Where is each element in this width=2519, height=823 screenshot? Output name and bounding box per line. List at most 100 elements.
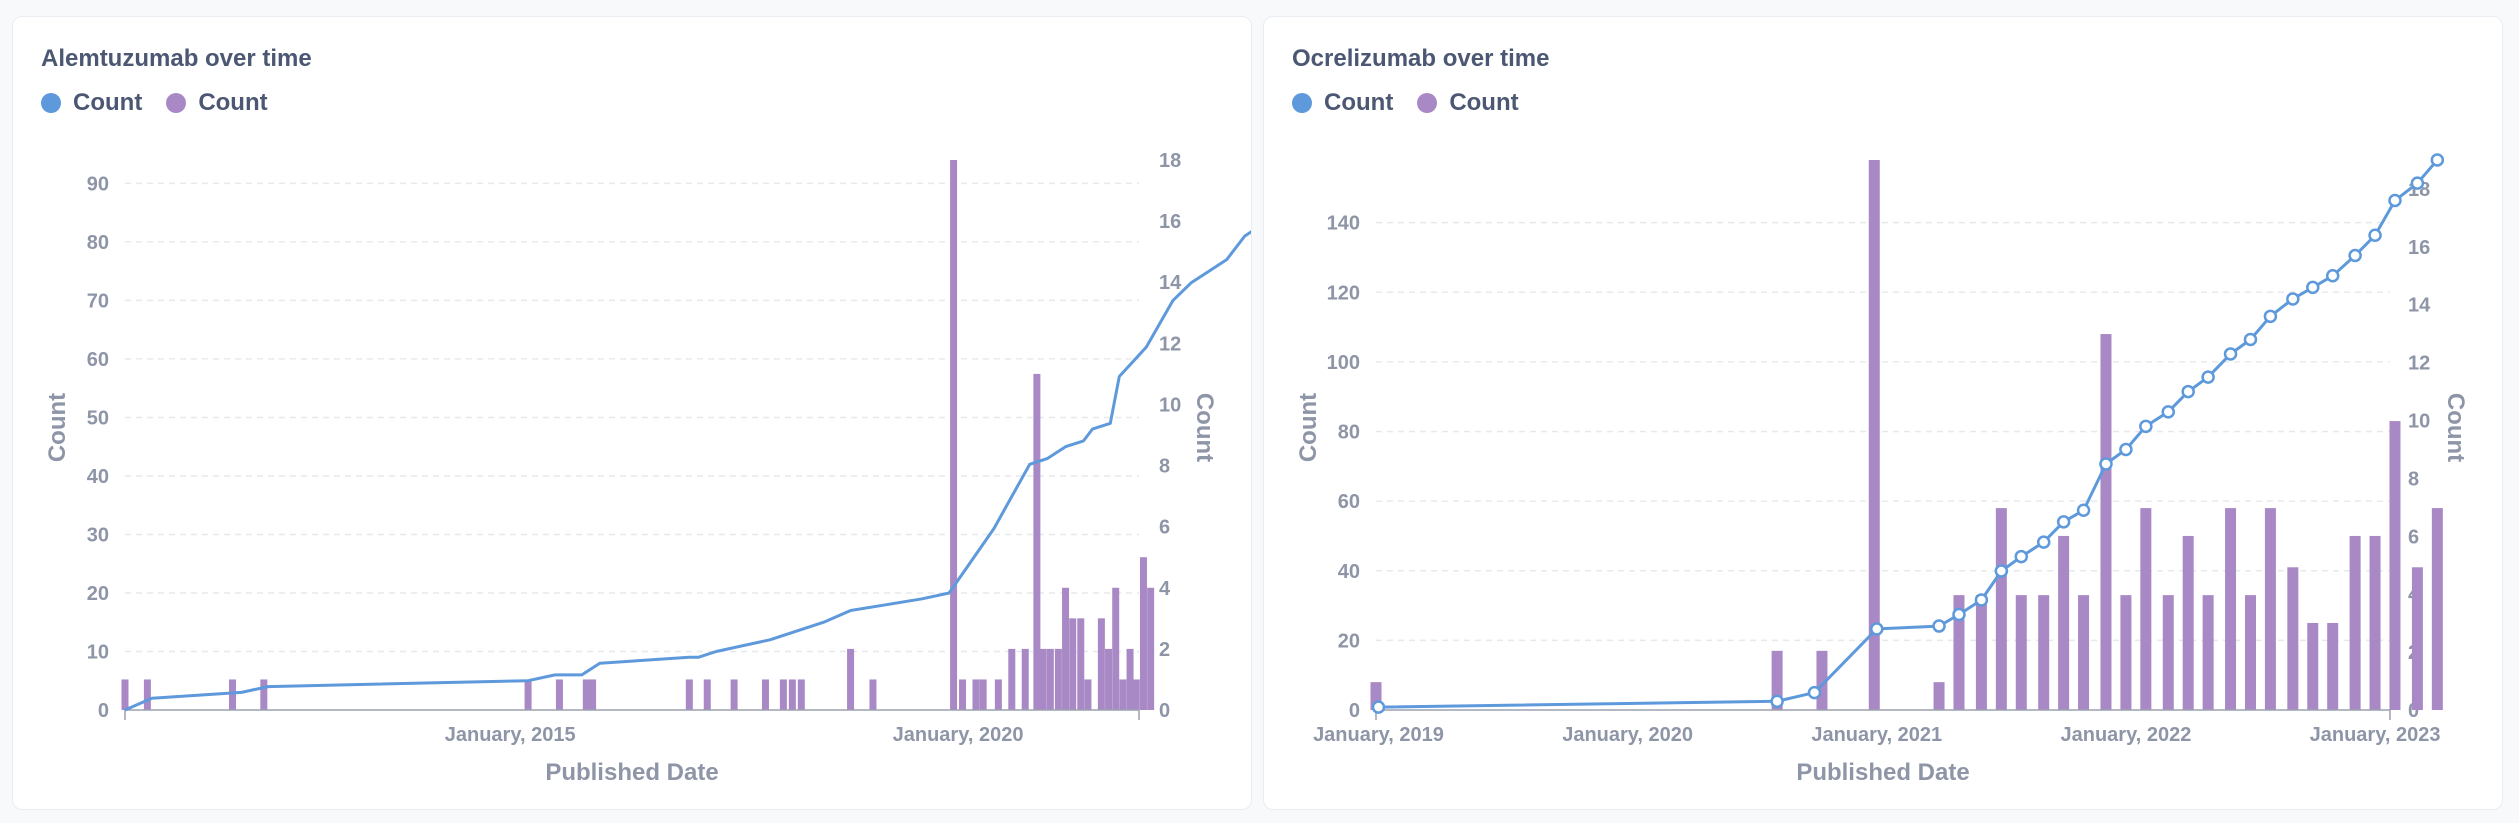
y-tick-right: 6 xyxy=(1159,517,1170,539)
line-point xyxy=(2223,347,2238,361)
line-point xyxy=(2076,503,2091,518)
bar xyxy=(797,679,805,710)
bar xyxy=(2202,595,2214,710)
bar xyxy=(1132,679,1140,710)
bar xyxy=(994,679,1002,710)
legend-dot-icon xyxy=(1417,93,1438,113)
line-point xyxy=(2348,248,2362,263)
bar xyxy=(1147,587,1155,710)
line-point xyxy=(1371,700,1386,714)
y-tick-right: 6 xyxy=(2408,526,2419,548)
bar xyxy=(788,679,796,710)
x-tick-label: January, 2015 xyxy=(445,724,576,746)
chart-title[interactable]: Alemtuzumab over time xyxy=(41,45,312,72)
y-tick-left: 0 xyxy=(1349,700,1360,722)
bar xyxy=(2162,595,2174,710)
y-tick-left: 70 xyxy=(87,290,109,312)
line-point xyxy=(2036,535,2051,549)
y-tick-right: 8 xyxy=(1159,456,1170,478)
chart-legend: Count Count xyxy=(1292,89,1543,117)
x-axis-title: Published Date xyxy=(1796,759,1969,786)
y-tick-left: 20 xyxy=(1338,630,1360,652)
line-point xyxy=(2181,384,2195,399)
line-point xyxy=(1770,694,1784,709)
y-tick-left: 90 xyxy=(87,173,109,195)
chart-svg: 020406080100120140024681012141618January… xyxy=(1295,153,2469,786)
bar xyxy=(1995,508,2007,710)
y-tick-left: 20 xyxy=(87,583,109,605)
bar xyxy=(2389,421,2401,710)
bar xyxy=(228,679,236,710)
y-tick-right: 14 xyxy=(1159,272,1182,294)
line-point xyxy=(1994,564,2009,578)
y-tick-left: 40 xyxy=(1338,561,1360,583)
line-point xyxy=(2388,193,2402,208)
legend-dot-icon xyxy=(1292,93,1312,113)
y-tick-right: 10 xyxy=(2408,411,2430,433)
bar xyxy=(1054,648,1062,710)
legend-dot-icon xyxy=(41,93,61,113)
bar xyxy=(1039,648,1047,710)
bar xyxy=(555,679,563,710)
bar xyxy=(1021,648,1029,710)
bar xyxy=(1868,160,1880,710)
bar xyxy=(1084,679,1092,710)
bar xyxy=(2287,567,2299,710)
legend-item-bar[interactable]: Count xyxy=(166,89,268,117)
y-tick-right: 16 xyxy=(2408,237,2430,259)
legend-label: Count xyxy=(1449,89,1519,116)
chart-svg: 0 10 20 30 40 50 60 70 80 90 0 2 4 6 8 10 12 14 16 18 Januar… xyxy=(44,150,1251,786)
x-tick-label: January, 2021 xyxy=(1811,724,1942,746)
line-point xyxy=(2410,176,2425,190)
bar xyxy=(1953,595,1965,710)
y-tick-right: 10 xyxy=(1159,394,1181,416)
line-point xyxy=(1870,622,1884,636)
legend-item-bar[interactable]: Count xyxy=(1417,89,1519,117)
x-tick-label: January, 2022 xyxy=(2060,724,2191,746)
bar xyxy=(2182,535,2194,710)
bar xyxy=(2307,622,2319,710)
y-tick-left: 80 xyxy=(1338,422,1360,444)
bar xyxy=(2411,567,2423,710)
bar xyxy=(260,679,268,710)
y-tick-right: 12 xyxy=(2408,353,2430,375)
y-axis-title-left: Count xyxy=(44,393,71,462)
y-axis-title-left: Count xyxy=(1295,393,1322,462)
bar xyxy=(2038,595,2050,710)
line-point xyxy=(2139,419,2153,434)
bar xyxy=(1062,587,1070,710)
bar xyxy=(143,679,151,710)
bar xyxy=(1816,650,1828,710)
bar xyxy=(1077,618,1085,710)
series-line xyxy=(124,230,1251,712)
line-point xyxy=(2161,405,2176,419)
y-tick-left: 30 xyxy=(87,524,109,546)
bar xyxy=(2140,508,2152,710)
bar xyxy=(2327,622,2339,710)
y-tick-left: 120 xyxy=(1327,282,1360,304)
legend-label: Count xyxy=(1324,89,1394,116)
legend-label: Count xyxy=(73,89,143,116)
series-line xyxy=(1378,159,2439,709)
bar xyxy=(1771,650,1783,710)
bar xyxy=(761,679,769,710)
bar xyxy=(589,679,597,710)
chart-title[interactable]: Ocrelizumab over time xyxy=(1292,45,1550,72)
legend-item-line[interactable]: Count xyxy=(1292,89,1393,117)
y-tick-right: 18 xyxy=(1159,150,1181,172)
line-point xyxy=(1952,607,1966,622)
legend-item-line[interactable]: Count xyxy=(41,89,142,117)
y-axis-title-right: Count xyxy=(1191,393,1218,462)
bar xyxy=(979,679,987,710)
bar xyxy=(1008,648,1016,710)
legend-dot-icon xyxy=(166,93,187,113)
bar xyxy=(1370,682,1382,710)
bar xyxy=(524,679,532,710)
y-tick-left: 60 xyxy=(1338,491,1360,513)
line-point xyxy=(2014,549,2029,564)
y-tick-right: 14 xyxy=(2408,295,2431,317)
bar xyxy=(1105,648,1113,710)
x-axis-title: Published Date xyxy=(545,759,718,786)
bar xyxy=(869,679,877,710)
line-point xyxy=(1974,593,1989,607)
